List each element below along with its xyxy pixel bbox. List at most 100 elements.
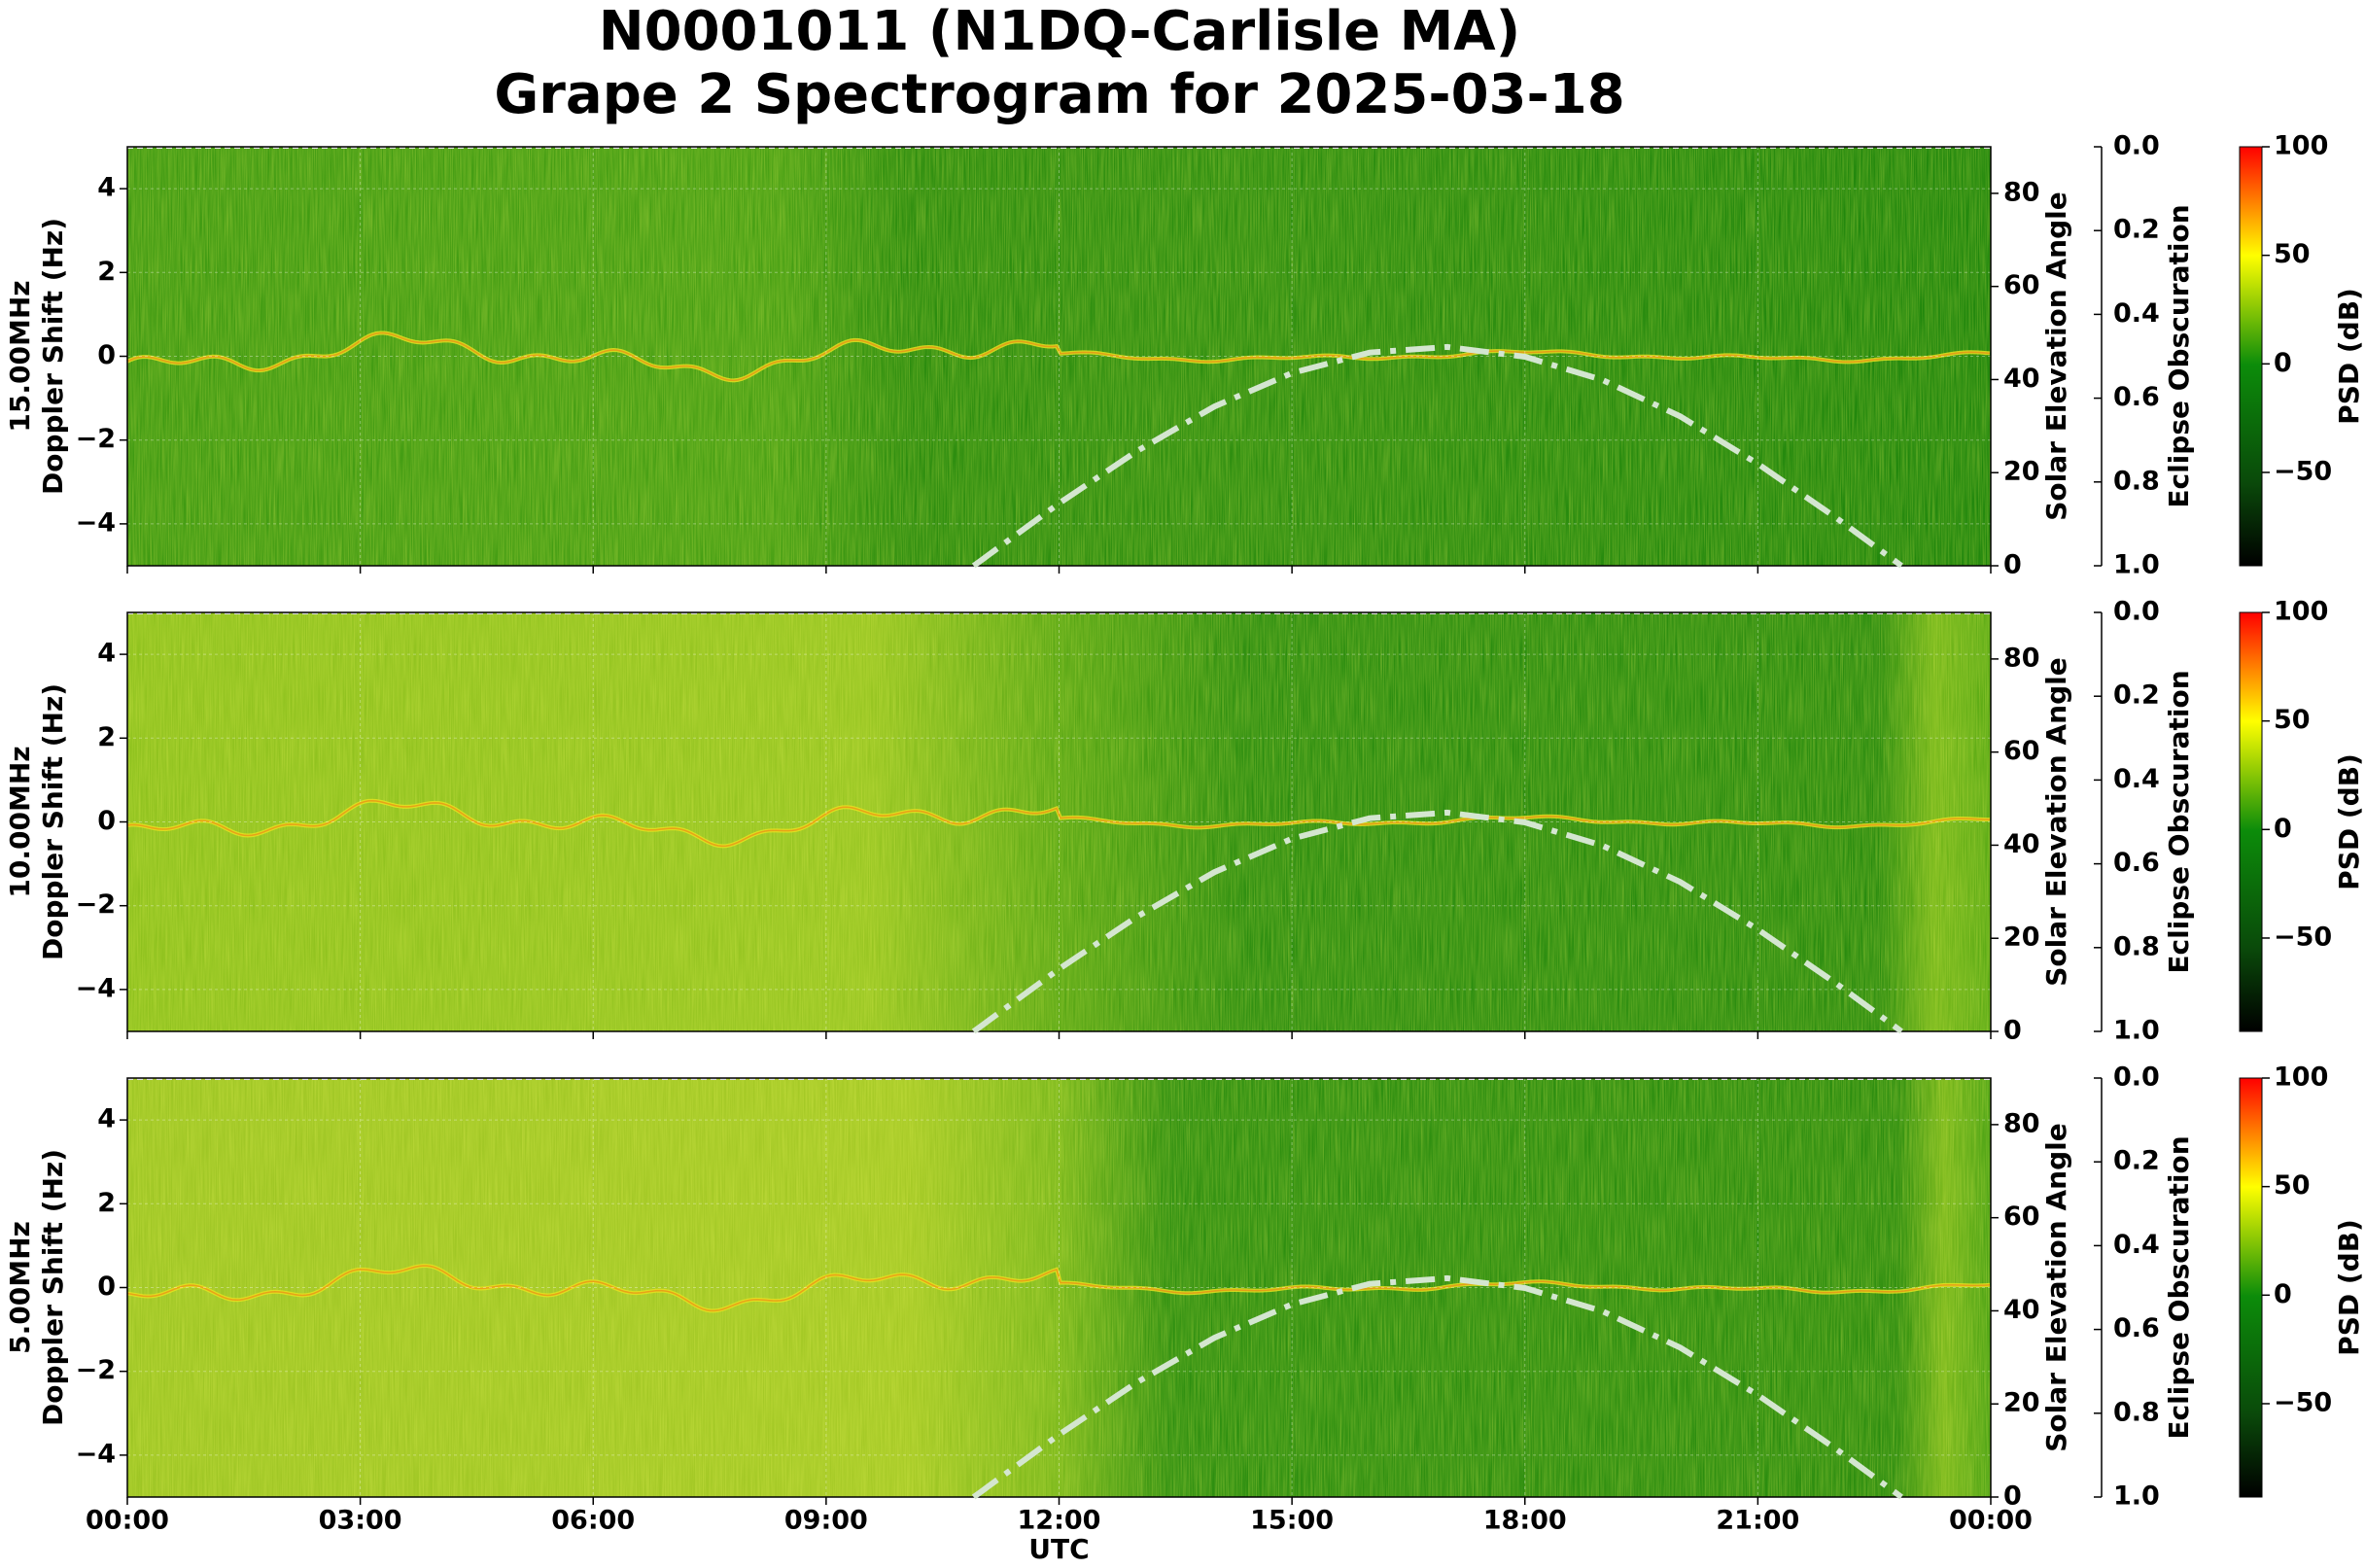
y2-axis-label: Solar Elevation Angle [2040, 657, 2072, 986]
x-tick-label: 18:00 [1483, 1506, 1567, 1536]
y3-tick-label: 0.0 [2113, 131, 2160, 161]
y3-tick-label: 0.4 [2113, 1230, 2160, 1260]
y-tick-label: −2 [76, 889, 116, 920]
y3-tick-label: 1.0 [2113, 1016, 2160, 1046]
y3-tick-label: 0.8 [2113, 931, 2160, 961]
y3-tick-label: 0.0 [2113, 597, 2160, 627]
y2-tick-label: 60 [2003, 270, 2040, 300]
y3-tick-label: 0.8 [2113, 1397, 2160, 1427]
colorbar-tick-label: −50 [2274, 1387, 2332, 1417]
y2-tick-label: 0 [2003, 550, 2022, 580]
plot-frame [126, 611, 1992, 1032]
plot-frame [126, 1077, 1992, 1498]
y2-axis-label: Solar Elevation Angle [2040, 192, 2072, 520]
colorbar-tick-label: −50 [2274, 456, 2332, 486]
colorbar-tick-label: 100 [2274, 597, 2328, 627]
y-tick-label: 2 [97, 1188, 116, 1218]
y-tick-label: 4 [97, 639, 116, 669]
y2-tick-label: 80 [2003, 177, 2040, 207]
y-tick-label: −2 [76, 1355, 116, 1385]
doppler-trace-core [126, 331, 1991, 382]
y2-tick-label: 80 [2003, 1108, 2040, 1138]
x-tick-label: 12:00 [1018, 1506, 1101, 1536]
y2-tick-label: 0 [2003, 1016, 2022, 1046]
y3-tick-label: 1.0 [2113, 1481, 2160, 1512]
y2-tick-label: 0 [2003, 1481, 2022, 1512]
y-tick-label: −2 [76, 424, 116, 454]
y3-tick-label: 0.2 [2113, 215, 2160, 245]
y3-tick-label: 0.0 [2113, 1063, 2160, 1093]
colorbar-tick-label: 0 [2274, 1279, 2292, 1309]
y3-tick-label: 0.8 [2113, 466, 2160, 496]
colorbar-tick-label: 100 [2274, 131, 2328, 161]
y-tick-label: −4 [76, 973, 116, 1003]
colorbar-label: PSD (dB) [2333, 1219, 2365, 1356]
spectrogram-noise [127, 147, 1991, 566]
y-axis-label: Doppler Shift (Hz) [37, 683, 69, 960]
colorbar-label: PSD (dB) [2333, 753, 2365, 890]
solar-elevation-line [971, 1274, 1903, 1500]
y3-axis-label: Eclipse Obscuration [2163, 204, 2195, 507]
x-tick-label: 15:00 [1250, 1506, 1334, 1536]
colorbar-label: PSD (dB) [2333, 288, 2365, 425]
y2-tick-label: 60 [2003, 1202, 2040, 1232]
y2-tick-label: 20 [2003, 923, 2040, 953]
x-axis-label: UTC [1028, 1533, 1089, 1565]
y2-tick-label: 40 [2003, 364, 2040, 394]
solar-elevation-line [971, 343, 1903, 569]
plot-frame [126, 146, 1992, 567]
band-label: 5.00MHz [4, 1221, 36, 1354]
doppler-trace-core [126, 799, 1991, 848]
y-axis-label: Doppler Shift (Hz) [37, 1149, 69, 1426]
x-tick-label: 06:00 [551, 1506, 635, 1536]
colorbar-tick-label: 0 [2274, 348, 2292, 378]
x-tick-label: 03:00 [319, 1506, 402, 1536]
y2-tick-label: 40 [2003, 829, 2040, 859]
y3-tick-label: 0.2 [2113, 680, 2160, 711]
x-tick-label: 00:00 [1949, 1506, 2033, 1536]
y-tick-label: 0 [97, 1272, 116, 1302]
y3-axis-label: Eclipse Obscuration [2163, 1135, 2195, 1439]
colorbar-tick-label: −50 [2274, 922, 2332, 952]
y3-tick-label: 0.2 [2113, 1146, 2160, 1176]
y3-tick-label: 0.4 [2113, 764, 2160, 794]
y-tick-label: 0 [97, 340, 116, 370]
y3-axis-label: Eclipse Obscuration [2163, 670, 2195, 973]
y-tick-label: 0 [97, 806, 116, 836]
y2-axis-label: Solar Elevation Angle [2040, 1123, 2072, 1451]
y-axis-label: Doppler Shift (Hz) [37, 218, 69, 495]
band-label: 15.00MHz [4, 280, 36, 432]
colorbar-tick-label: 50 [2274, 1170, 2311, 1201]
x-tick-label: 00:00 [86, 1506, 169, 1536]
y-tick-label: 4 [97, 1104, 116, 1134]
y-tick-label: −4 [76, 507, 116, 538]
colorbar-tick-label: 0 [2274, 814, 2292, 844]
chart-subtitle: Grape 2 Spectrogram for 2025-03-18 [494, 63, 1624, 126]
y3-tick-label: 0.6 [2113, 382, 2160, 412]
y3-tick-label: 0.6 [2113, 848, 2160, 878]
y2-tick-label: 60 [2003, 736, 2040, 766]
colorbar-tick-label: 100 [2274, 1063, 2328, 1093]
x-tick-label: 21:00 [1716, 1506, 1799, 1536]
y-tick-label: 4 [97, 173, 116, 203]
y-tick-label: 2 [97, 257, 116, 287]
solar-elevation-line [971, 809, 1903, 1034]
colorbar [2239, 146, 2263, 567]
colorbar [2239, 611, 2263, 1032]
y-tick-label: 2 [97, 722, 116, 752]
x-tick-label: 09:00 [784, 1506, 868, 1536]
chart-title: N0001011 (N1DQ-Carlisle MA) [599, 0, 1520, 63]
y3-tick-label: 0.6 [2113, 1313, 2160, 1343]
y2-tick-label: 40 [2003, 1295, 2040, 1325]
y3-tick-label: 1.0 [2113, 550, 2160, 580]
colorbar [2239, 1077, 2263, 1498]
y2-tick-label: 80 [2003, 643, 2040, 673]
band-label: 10.00MHz [4, 746, 36, 897]
colorbar-tick-label: 50 [2274, 239, 2311, 269]
doppler-trace-core [126, 1265, 1991, 1312]
colorbar-tick-label: 50 [2274, 705, 2311, 735]
y2-tick-label: 20 [2003, 1388, 2040, 1418]
y3-tick-label: 0.4 [2113, 298, 2160, 329]
y2-tick-label: 20 [2003, 457, 2040, 487]
